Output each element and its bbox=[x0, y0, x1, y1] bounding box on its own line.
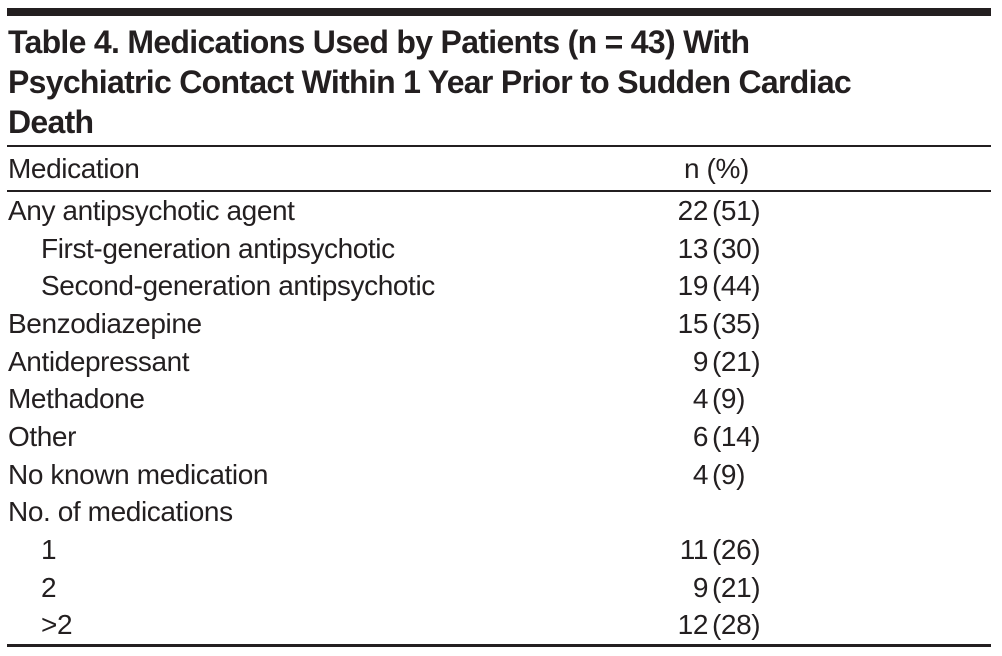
medication-label: Methadone bbox=[8, 383, 145, 415]
medication-value: 19 (44) bbox=[676, 270, 991, 302]
pct-value: (14) bbox=[712, 420, 761, 452]
medication-value: 9 (21) bbox=[676, 572, 991, 604]
table-row: Antidepressant 9 (21) bbox=[7, 343, 991, 381]
table-row: >2 12 (28) bbox=[7, 607, 991, 645]
pct-value: (21) bbox=[712, 571, 761, 603]
n-value: 22 bbox=[677, 194, 709, 226]
pct-value: (44) bbox=[712, 270, 761, 302]
header-bottom-rule bbox=[7, 190, 991, 192]
table-row: First-generation antipsychotic 13 (30) bbox=[7, 230, 991, 268]
table-row: 2 9 (21) bbox=[7, 569, 991, 607]
pct-value: (26) bbox=[712, 534, 761, 566]
medication-label: Other bbox=[8, 420, 77, 452]
medication-value: 11 (26) bbox=[676, 534, 991, 566]
table-row: No. of medications bbox=[7, 494, 991, 532]
medication-label: First-generation antipsychotic bbox=[41, 232, 395, 264]
medication-value: 6 (14) bbox=[676, 421, 991, 453]
table-row: Methadone 4 (9) bbox=[7, 380, 991, 418]
medication-value: 15 (35) bbox=[676, 308, 991, 340]
pct-value: (9) bbox=[712, 383, 746, 415]
medication-label: Antidepressant bbox=[8, 345, 190, 377]
table-title: Table 4. Medications Used by Patients (n… bbox=[7, 16, 991, 145]
medication-value: 4 (9) bbox=[676, 459, 991, 491]
n-value: 15 bbox=[677, 307, 709, 339]
pct-value: (30) bbox=[712, 232, 761, 264]
medication-value: 13 (30) bbox=[676, 233, 991, 265]
n-value: 4 bbox=[692, 383, 709, 415]
table-row: Any antipsychotic agent 22 (51) bbox=[7, 192, 991, 230]
pct-value: (28) bbox=[712, 609, 761, 641]
medication-label: >2 bbox=[41, 609, 73, 641]
n-value: 9 bbox=[692, 571, 709, 603]
medication-label: Second-generation antipsychotic bbox=[41, 270, 435, 302]
pct-value: (21) bbox=[712, 345, 761, 377]
table-row: Other 6 (14) bbox=[7, 418, 991, 456]
medication-value: 9 (21) bbox=[676, 346, 991, 378]
table-row: Second-generation antipsychotic 19 (44) bbox=[7, 267, 991, 305]
pct-value: (35) bbox=[712, 307, 761, 339]
n-value: 13 bbox=[677, 232, 709, 264]
table-header-row: Medication n (%) bbox=[7, 147, 991, 190]
medication-value: 22 (51) bbox=[676, 195, 991, 227]
n-value: 9 bbox=[692, 345, 709, 377]
table-title-line-3: Death bbox=[8, 104, 94, 140]
n-value: 19 bbox=[677, 270, 709, 302]
medications-table: Table 4. Medications Used by Patients (n… bbox=[7, 8, 991, 648]
medication-label: 1 bbox=[41, 534, 57, 566]
table-top-bar bbox=[7, 8, 991, 16]
table-row: No known medication 4 (9) bbox=[7, 456, 991, 494]
medication-label: Benzodiazepine bbox=[8, 307, 202, 339]
medication-value: 4 (9) bbox=[676, 383, 991, 415]
table-row: 1 11 (26) bbox=[7, 531, 991, 569]
medication-value bbox=[676, 496, 991, 528]
table-title-line-1: Table 4. Medications Used by Patients (n… bbox=[8, 24, 750, 60]
table-title-line-2: Psychiatric Contact Within 1 Year Prior … bbox=[8, 64, 852, 100]
pct-value: (51) bbox=[712, 194, 761, 226]
table-row: Benzodiazepine 15 (35) bbox=[7, 305, 991, 343]
n-value: 4 bbox=[692, 458, 709, 490]
table-body: Any antipsychotic agent 22 (51) First-gen… bbox=[7, 192, 991, 644]
column-header-medication: Medication bbox=[8, 152, 140, 184]
medication-label: No. of medications bbox=[8, 496, 233, 528]
medication-label: 2 bbox=[41, 571, 57, 603]
n-value: 12 bbox=[677, 609, 709, 641]
medication-label: Any antipsychotic agent bbox=[8, 194, 295, 226]
pct-value: (9) bbox=[712, 458, 746, 490]
n-value: 11 bbox=[679, 534, 709, 566]
table-bottom-rule bbox=[7, 644, 991, 648]
medication-value: 12 (28) bbox=[676, 609, 991, 641]
n-value: 6 bbox=[692, 420, 709, 452]
header-top-rule bbox=[7, 145, 991, 147]
column-header-n-pct: n (%) bbox=[684, 152, 749, 184]
medication-label: No known medication bbox=[8, 458, 269, 490]
